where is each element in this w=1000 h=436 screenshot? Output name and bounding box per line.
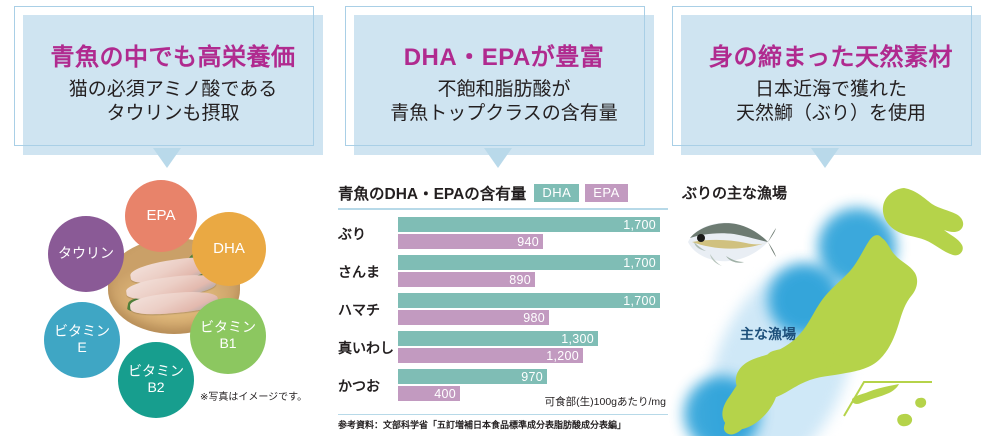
legend-item-epa: EPA <box>585 184 628 202</box>
chart-bar-dha: 1,700 <box>398 217 660 232</box>
chart-title-rule <box>338 208 668 210</box>
nutrient-bubble-group: EPA タウリン DHA ビタミン E ビタミン B1 ビタミン B2 ※写真は… <box>40 180 340 430</box>
panel-natural: 身の締まった天然素材 日本近海で獲れた 天然鰤（ぶり）を使用 <box>672 6 981 155</box>
panel-arrow-down-icon <box>153 148 181 168</box>
panel-frame <box>672 6 972 146</box>
chart-bar-pair: 1,700 890 <box>398 255 668 289</box>
nutrient-bubble: ビタミン B1 <box>190 298 266 374</box>
panel-arrow-down-icon <box>484 148 512 168</box>
nutrient-bubble: ビタミン E <box>44 302 120 378</box>
panel-arrow-down-icon <box>811 148 839 168</box>
chart-bar-epa: 940 <box>398 234 543 249</box>
panel-subtitle-line1: 猫の必須アミノ酸である <box>68 79 278 101</box>
chart-bar-epa: 980 <box>398 310 549 325</box>
nutrient-label: タウリン <box>58 245 114 262</box>
chart-bar-epa: 400 <box>398 386 460 401</box>
chart-unit-note: 可食部(生)100gあたり/mg <box>544 396 666 408</box>
panel-frame <box>345 6 645 146</box>
panel-title: 身の締まった天然素材 <box>708 44 954 72</box>
chart-row: かつお 970 400 <box>338 368 668 404</box>
chart-category-label: かつお <box>338 378 380 394</box>
chart-bar-pair: 1,700 980 <box>398 293 668 327</box>
chart-bar-dha: 1,300 <box>398 331 598 346</box>
nutrient-label: ビタミン <box>200 319 256 336</box>
chart-row: 真いわし 1,300 1,200 <box>338 330 668 366</box>
panel-fill <box>354 15 654 155</box>
map-ground-label: 主な漁場 <box>740 326 796 342</box>
chart-bar-dha: 1,700 <box>398 255 660 270</box>
panel-title: DHA・EPAが豊富 <box>403 44 605 72</box>
chart-category-label: 真いわし <box>338 340 394 356</box>
panel-subtitle-line1: 日本近海で獲れた <box>754 79 907 101</box>
chart-category-label: ぶり <box>338 226 366 242</box>
chart-bar-epa: 1,200 <box>398 348 583 363</box>
nutrient-label: ビタミン <box>128 363 184 380</box>
photo-disclaimer: ※写真はイメージです。 <box>200 392 308 403</box>
nutrient-bubble: ビタミン B2 <box>118 342 194 418</box>
chart-category-label: さんま <box>338 264 380 280</box>
dha-epa-bar-chart: 青魚のDHA・EPAの含有量 DHA EPA ぶり 1,700 940 さんま 1,70… <box>338 182 668 432</box>
nutrient-bubble: タウリン <box>48 216 124 292</box>
panel-title: 青魚の中でも高栄養価 <box>50 44 296 72</box>
chart-bar-dha: 970 <box>398 369 547 384</box>
fishing-ground-map: ぶりの主な漁場 <box>668 176 1000 436</box>
chart-title: 青魚のDHA・EPAの含有量 <box>338 186 527 203</box>
chart-source-rule <box>338 414 668 415</box>
nutrient-bubble: EPA <box>125 180 197 252</box>
nutrient-bubble: DHA <box>192 212 266 286</box>
panel-subtitle-line1: 不飽和脂肪酸が <box>437 79 571 101</box>
nutrient-label-sub: E <box>77 339 87 355</box>
chart-category-label: ハマチ <box>338 302 380 318</box>
panel-subtitle-line2: 青魚トップクラスの含有量 <box>390 103 618 125</box>
chart-bar-dha: 1,700 <box>398 293 660 308</box>
chart-bar-pair: 1,700 940 <box>398 217 668 251</box>
nutrient-label-sub: B1 <box>219 335 237 351</box>
panel-nutrition: 青魚の中でも高栄養価 猫の必須アミノ酸である タウリンも摂取 <box>14 6 323 155</box>
chart-source: 参考資料：文部科学省「五訂増補日本食品標準成分表脂肪酸成分表編」 <box>338 420 627 430</box>
panel-frame <box>14 6 314 146</box>
panel-dha-epa: DHA・EPAが豊富 不飽和脂肪酸が 青魚トップクラスの含有量 <box>345 6 654 155</box>
chart-row: ぶり 1,700 940 <box>338 216 668 252</box>
japan-map-shape <box>722 188 964 435</box>
nutrient-label: ビタミン <box>54 323 110 340</box>
map-title: ぶりの主な漁場 <box>682 185 788 202</box>
panel-subtitle-line2: 天然鰤（ぶり）を使用 <box>735 103 926 125</box>
nutrient-label: DHA <box>213 239 245 257</box>
chart-bar-epa: 890 <box>398 272 535 287</box>
legend-item-dha: DHA <box>534 184 580 202</box>
chart-rows: ぶり 1,700 940 さんま 1,700 890 ハマチ 1,700 980 真いわし 1,30… <box>338 216 668 404</box>
chart-bar-pair: 1,300 1,200 <box>398 331 668 365</box>
panel-fill <box>681 15 981 155</box>
nutrient-label-sub: B2 <box>147 379 165 395</box>
chart-row: さんま 1,700 890 <box>338 254 668 290</box>
yellowtail-fish-icon <box>680 212 776 268</box>
chart-bar-pair: 970 400 <box>398 369 668 403</box>
nutrient-label: EPA <box>146 206 176 224</box>
panel-fill <box>23 15 323 155</box>
chart-row: ハマチ 1,700 980 <box>338 292 668 328</box>
panel-subtitle-line2: タウリンも摂取 <box>106 103 240 125</box>
chart-legend: DHA EPA <box>534 184 628 202</box>
